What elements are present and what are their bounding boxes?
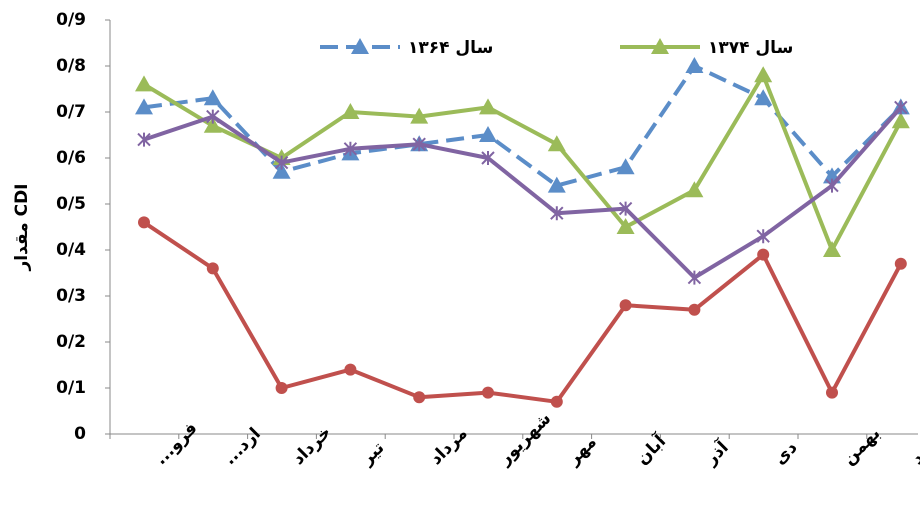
x-tick-label: مرداد (426, 424, 472, 470)
data-point (616, 218, 635, 234)
data-point (756, 229, 770, 244)
y-tick-label: 0/9 (56, 10, 86, 30)
data-point (547, 176, 566, 193)
data-point (481, 151, 495, 165)
data-point (550, 206, 564, 221)
data-point (687, 270, 702, 285)
x-tick-label: تیر (357, 438, 389, 470)
data-point (754, 89, 773, 106)
data-point (272, 162, 291, 179)
data-point (550, 395, 563, 408)
x-tick-label: بهمن (839, 424, 884, 469)
data-point (618, 201, 633, 216)
x-tick-label: ارد... (220, 424, 265, 469)
legend-marker (651, 38, 669, 54)
data-point (894, 100, 908, 115)
data-point (823, 241, 841, 257)
y-tick-label: 0/2 (56, 332, 86, 352)
data-point (206, 262, 219, 275)
data-point (410, 107, 429, 124)
x-tick-label: شهریور (494, 409, 555, 470)
y-tick-label: 0/4 (56, 240, 86, 260)
data-point (344, 363, 357, 376)
data-point (685, 57, 704, 73)
data-point (685, 181, 704, 198)
data-point (479, 126, 497, 142)
y-tick-label: 0/5 (56, 194, 86, 214)
series-line (143, 64, 903, 188)
legend-marker (351, 38, 369, 54)
x-tick-label: آذر (699, 435, 733, 469)
data-point (343, 141, 358, 156)
data-point (825, 178, 839, 193)
x-tick-label: فرو... (151, 418, 202, 469)
data-point (757, 248, 770, 261)
y-tick-label: 0/1 (56, 378, 86, 398)
x-tick-label: خرداد (289, 422, 336, 469)
data-point (688, 303, 701, 316)
data-point (138, 216, 150, 229)
data-point (619, 299, 632, 312)
data-point (135, 98, 153, 115)
legend-label: سال ۱۳۶۴ (408, 38, 493, 58)
y-tick-label: 0/3 (56, 286, 86, 306)
data-point (754, 66, 773, 83)
x-tick-label: مهر (563, 432, 601, 470)
data-point (413, 391, 426, 404)
y-tick-label: 0/7 (56, 102, 86, 122)
data-point (479, 98, 497, 115)
y-axis-label: مقدار CDI (12, 183, 32, 271)
y-tick-label: 0/8 (56, 56, 86, 76)
x-tick-label: آبان (631, 429, 671, 469)
data-point (547, 135, 566, 152)
x-tick-label: اسفند (908, 418, 920, 469)
data-point (412, 137, 426, 152)
data-point (894, 257, 907, 270)
legend-label: سال ۱۳۷۴ (708, 38, 793, 58)
data-point (274, 155, 289, 170)
data-point (616, 158, 635, 175)
data-point (891, 112, 910, 129)
data-point (203, 116, 222, 133)
data-point (137, 132, 151, 147)
data-point (341, 103, 360, 119)
data-point (135, 75, 153, 92)
data-point (203, 89, 222, 106)
data-point (826, 386, 838, 399)
data-point (206, 109, 220, 124)
series-line (142, 220, 903, 404)
y-tick-label: 0/6 (56, 148, 86, 168)
y-tick-label: 0 (74, 424, 86, 444)
series-line (143, 106, 903, 280)
x-tick-label: دی (770, 438, 802, 470)
data-point (275, 382, 288, 394)
data-point (482, 386, 494, 399)
